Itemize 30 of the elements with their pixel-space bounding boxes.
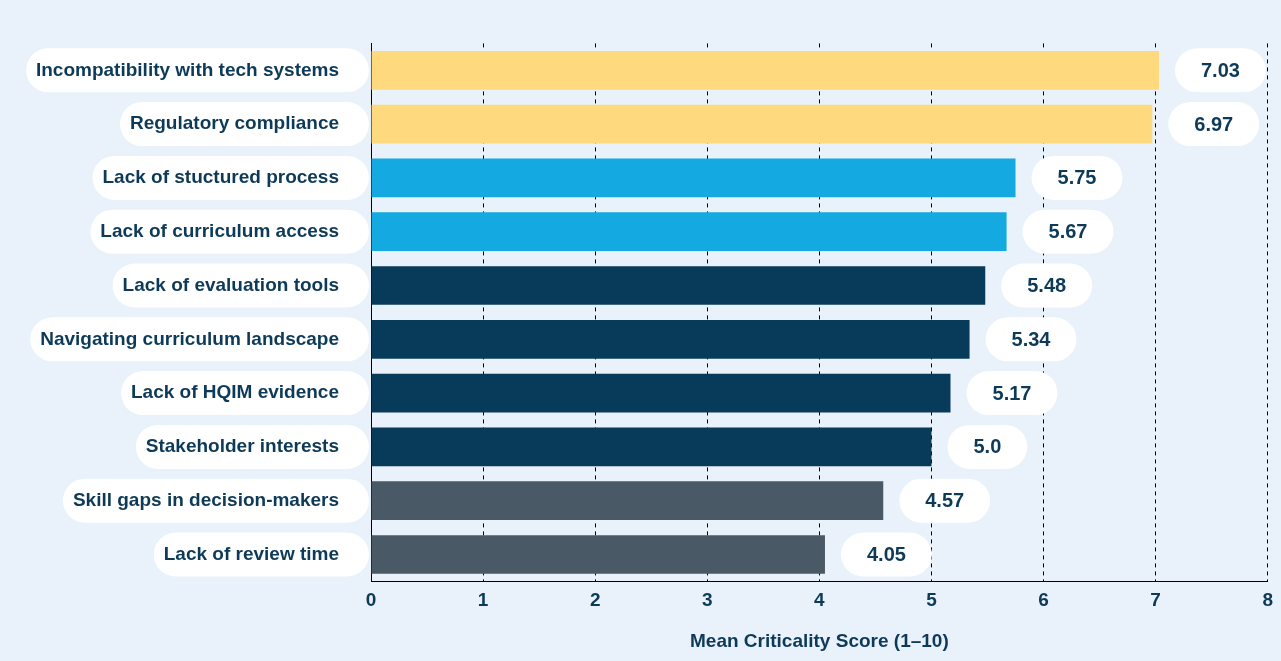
data-label: 5.0 [973, 435, 1002, 458]
x-tick-label: 7 [1150, 589, 1161, 611]
y-tick-label: Lack of review time [163, 542, 340, 564]
y-tick-label: Regulatory compliance [129, 112, 340, 134]
x-tick-label: 4 [814, 589, 826, 611]
y-tick-label: Skill gaps in decision-makers [72, 488, 340, 510]
x-tick-label: 8 [1262, 589, 1274, 611]
data-label: 4.57 [925, 489, 965, 512]
x-tick-label: 5 [926, 589, 938, 611]
x-tick-label: 2 [589, 589, 601, 611]
data-label: 4.05 [866, 543, 906, 566]
data-label: 5.34 [1011, 327, 1052, 350]
x-tick-label: 1 [477, 589, 489, 611]
x-tick-label: 3 [701, 589, 713, 611]
data-label: 5.67 [1048, 220, 1088, 243]
y-tick-label: Lack of HQIM evidence [131, 381, 340, 403]
x-tick-label: 0 [365, 589, 377, 611]
data-label: 6.97 [1194, 112, 1234, 135]
x-axis-title: Mean Criticality Score (1–10) [690, 629, 949, 651]
data-label: 5.75 [1057, 166, 1097, 189]
y-tick-label: Lack of curriculum access [100, 219, 340, 241]
y-tick-label: Incompatibility with tech systems [35, 58, 340, 80]
y-tick-label: Stakeholder interests [145, 435, 340, 457]
data-label: 5.17 [992, 381, 1032, 404]
data-label: 5.48 [1027, 274, 1067, 297]
y-tick-label: Navigating curriculum landscape [40, 327, 340, 349]
data-label: 7.03 [1200, 58, 1240, 81]
x-tick-label: 6 [1038, 589, 1049, 611]
y-tick-label: Lack of evaluation tools [122, 273, 340, 295]
y-tick-label: Lack of stuctured process [102, 166, 340, 188]
